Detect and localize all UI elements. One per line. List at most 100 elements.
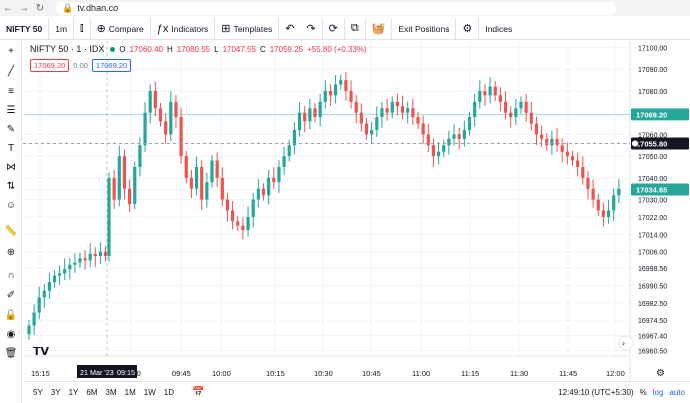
candle-body: [400, 106, 405, 113]
price-label-bg: [631, 183, 689, 196]
y-tick-label: 17050.00: [638, 154, 667, 161]
range-6m[interactable]: 6M: [86, 388, 98, 397]
candle-body: [370, 130, 374, 135]
redo-icon: ↷: [306, 23, 316, 35]
legend-low-label: L: [214, 44, 219, 54]
candle-body: [174, 101, 178, 118]
candle-body: [349, 90, 353, 102]
x-tick-label: 11:15: [461, 369, 479, 378]
candle-body: [122, 156, 127, 189]
range-5y[interactable]: 5Y: [33, 388, 43, 397]
percent-toggle[interactable]: %: [639, 388, 647, 397]
auto-toggle[interactable]: auto: [669, 388, 685, 397]
candle-body: [52, 275, 57, 283]
x-tick-label: 10:15: [266, 369, 285, 378]
sell-price-box[interactable]: 17069.20: [30, 59, 70, 72]
candle-body: [570, 156, 575, 161]
candle-body: [158, 108, 163, 122]
magnet-icon[interactable]: ∩: [7, 270, 15, 281]
price-label: 17069.20: [636, 110, 667, 119]
arrow-left-icon[interactable]: ←: [3, 2, 13, 14]
zoom-in-icon[interactable]: ⊕: [6, 247, 16, 258]
trash-icon[interactable]: 🗑: [4, 348, 18, 359]
legend-low: 17047.55: [222, 44, 256, 54]
candle-body: [68, 264, 72, 270]
chart-svg[interactable]: 17100.00 17090.00 17080.00 17069.20 17060.00…: [23, 41, 690, 381]
candle-body: [380, 108, 384, 118]
chart-settings-gear-icon[interactable]: ⚙: [656, 368, 665, 379]
pattern-icon[interactable]: ⋈: [6, 162, 16, 173]
candle-body: [98, 251, 102, 257]
pencil-lock-icon[interactable]: ✐: [6, 290, 16, 301]
calendar-icon[interactable]: 📅: [192, 387, 205, 398]
candle-body: [395, 101, 399, 107]
candle-body: [261, 188, 266, 196]
redo-button[interactable]: ↷: [300, 17, 323, 40]
text-icon[interactable]: T: [7, 143, 15, 154]
arrow-right-icon[interactable]: →: [19, 2, 29, 14]
clock-text: 12:49:10 (UTC+5:30): [558, 388, 634, 397]
address-bar[interactable]: 🔒 tv.dhan.co: [56, 1, 616, 15]
ruler-icon[interactable]: 📏: [4, 226, 18, 237]
templates-label: Templates: [233, 23, 273, 34]
reload-icon[interactable]: ↻: [35, 2, 45, 14]
candle-body: [236, 221, 240, 226]
chart-toolbar: NIFTY 50 1m ⫾ ⊕ Compare ƒx Indicators ⊞ Tem…: [0, 17, 690, 40]
refresh-button[interactable]: ⟳: [323, 17, 345, 40]
emoji-icon[interactable]: ☺: [5, 200, 17, 211]
range-1w[interactable]: 1W: [143, 388, 156, 397]
candle-body: [267, 177, 271, 196]
candle-body: [606, 210, 611, 217]
settings-button[interactable]: ⚙: [456, 17, 480, 40]
candle-body: [194, 167, 199, 189]
range-1y[interactable]: 1Y: [68, 388, 79, 397]
chart-area[interactable]: 17100.00 17090.00 17080.00 17069.20 17060.00…: [23, 41, 690, 381]
candle-body: [112, 177, 116, 200]
lock-icon[interactable]: 🔓: [4, 310, 18, 321]
compare-button[interactable]: ⊕ Compare: [91, 17, 151, 40]
candle-style-button[interactable]: ⫾: [74, 17, 91, 40]
candle-body: [385, 108, 389, 113]
candle-body: [529, 112, 533, 124]
undo-button[interactable]: ↶: [279, 18, 300, 40]
candle-body: [519, 101, 523, 109]
indices-button[interactable]: Indices: [479, 18, 518, 40]
candle-body: [509, 112, 513, 118]
y-tick-label: 16960.50: [638, 349, 667, 356]
templates-button[interactable]: ⊞ Templates: [215, 17, 280, 40]
y-tick-label: 17006.00: [638, 250, 667, 257]
fib-icon[interactable]: ☰: [6, 105, 16, 116]
candle-body: [545, 138, 549, 146]
range-3y[interactable]: 3Y: [50, 388, 61, 397]
exit-positions-button[interactable]: Exit Positions: [392, 17, 457, 40]
range-1m[interactable]: 1M: [124, 388, 136, 397]
candle-body: [241, 225, 245, 230]
popout-button[interactable]: ⧉: [345, 17, 366, 40]
range-3m[interactable]: 3M: [105, 388, 117, 397]
indicators-button[interactable]: ƒx Indicators: [151, 17, 216, 40]
indicators-label: Indicators: [171, 23, 209, 34]
candle-body: [390, 101, 394, 113]
interval-selector[interactable]: 1m: [49, 17, 75, 40]
y-tick-label: 16990.50: [638, 283, 667, 290]
candle-body: [617, 188, 621, 196]
forecast-icon[interactable]: ⇅: [6, 181, 16, 192]
price-label-bg: [631, 137, 689, 150]
symbol-selector[interactable]: NIFTY 50: [0, 17, 50, 40]
crosshair-icon[interactable]: +: [8, 46, 14, 57]
candle-body: [601, 210, 605, 217]
trend-line-icon[interactable]: ╱: [7, 66, 15, 77]
indices-label: Indices: [485, 23, 513, 34]
horizontal-lines-icon[interactable]: ≡: [8, 86, 14, 97]
log-toggle[interactable]: log: [652, 388, 664, 397]
basket-button[interactable]: 🧺: [366, 17, 393, 40]
eye-icon[interactable]: ◉: [6, 329, 16, 340]
range-1d[interactable]: 1D: [163, 388, 174, 397]
buy-price-box[interactable]: 17069.20: [91, 59, 132, 72]
candle-body: [498, 95, 502, 102]
x-tick-label: 09:45: [172, 369, 191, 378]
brush-icon[interactable]: ✎: [6, 124, 16, 135]
candle-body: [153, 90, 157, 109]
lock-icon: 🔒: [62, 2, 74, 13]
